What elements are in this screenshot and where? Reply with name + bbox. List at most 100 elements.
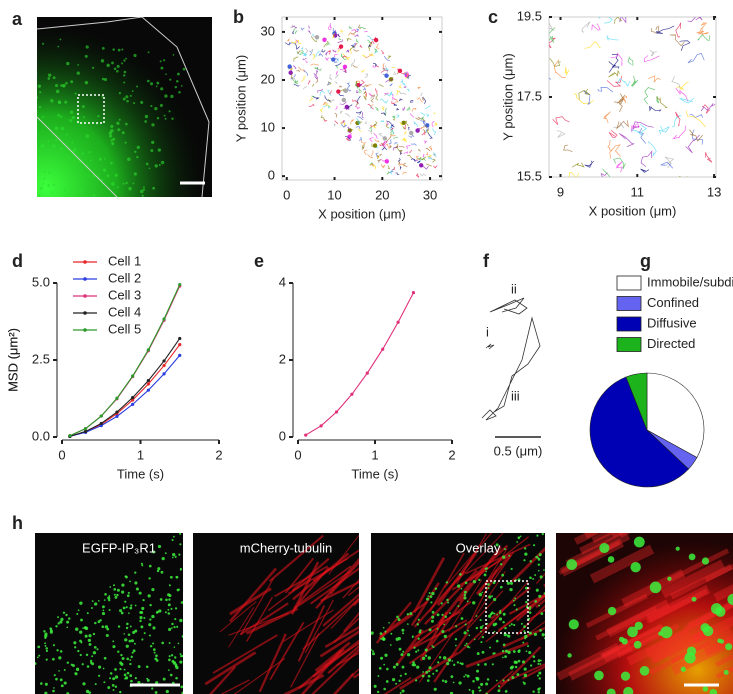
track xyxy=(376,65,380,68)
filament xyxy=(246,596,273,642)
track xyxy=(322,101,328,106)
track xyxy=(335,74,339,79)
puncta xyxy=(168,598,171,601)
y-tick-label: 0 xyxy=(279,428,286,443)
puncta xyxy=(90,607,93,609)
track xyxy=(340,29,344,33)
puncta xyxy=(105,634,109,638)
track xyxy=(426,151,429,156)
track xyxy=(314,66,318,70)
puncta xyxy=(106,627,110,631)
puncta xyxy=(507,650,511,654)
puncta xyxy=(476,677,480,681)
track xyxy=(434,122,438,126)
speckle xyxy=(134,150,137,154)
puncta xyxy=(177,642,180,645)
track xyxy=(367,130,373,135)
puncta xyxy=(537,563,541,566)
track xyxy=(419,173,427,177)
y-tick-label: 20 xyxy=(261,71,275,86)
track xyxy=(394,142,398,145)
puncta xyxy=(179,653,182,656)
puncta xyxy=(382,626,385,629)
puncta xyxy=(96,648,99,651)
puncta xyxy=(523,630,526,633)
track xyxy=(327,89,332,96)
speckle xyxy=(163,59,166,62)
track xyxy=(425,148,431,152)
filament xyxy=(310,567,359,605)
filament xyxy=(274,565,329,598)
puncta xyxy=(508,554,511,557)
puncta xyxy=(476,652,480,656)
puncta xyxy=(523,667,527,671)
speckle xyxy=(178,90,181,94)
speckle xyxy=(60,84,63,87)
track xyxy=(329,23,333,29)
speckle xyxy=(157,148,161,152)
filament xyxy=(383,676,412,694)
track xyxy=(323,41,329,48)
puncta xyxy=(45,649,49,652)
speckle xyxy=(82,116,85,119)
roi-box xyxy=(77,94,105,124)
puncta xyxy=(436,613,440,617)
filament xyxy=(245,607,299,635)
puncta xyxy=(441,613,444,617)
puncta xyxy=(538,553,542,557)
track xyxy=(371,94,376,97)
puncta xyxy=(91,600,94,603)
puncta xyxy=(686,646,697,656)
puncta xyxy=(97,620,101,624)
puncta xyxy=(424,654,428,658)
puncta xyxy=(533,632,538,636)
puncta xyxy=(485,570,488,573)
puncta xyxy=(60,617,64,621)
track xyxy=(301,49,304,55)
puncta xyxy=(59,620,63,624)
puncta xyxy=(445,581,449,584)
puncta xyxy=(498,685,501,688)
speckle xyxy=(158,164,161,167)
speckle xyxy=(142,188,145,191)
puncta xyxy=(468,688,471,691)
track xyxy=(350,119,355,125)
track xyxy=(319,90,325,96)
puncta xyxy=(104,593,107,596)
legend-swatch xyxy=(616,316,642,332)
track xyxy=(422,97,426,104)
track xyxy=(679,40,691,51)
track xyxy=(568,172,579,177)
track xyxy=(376,93,378,97)
puncta xyxy=(443,634,447,638)
track xyxy=(685,110,707,128)
speckle xyxy=(122,97,126,101)
track xyxy=(563,144,573,153)
track xyxy=(672,125,686,140)
track xyxy=(320,114,325,121)
puncta xyxy=(56,649,59,652)
image-title: Overlay xyxy=(456,540,501,555)
track xyxy=(398,157,401,163)
puncta xyxy=(468,634,471,637)
puncta xyxy=(623,686,634,694)
track xyxy=(385,78,394,83)
puncta xyxy=(44,642,47,645)
puncta xyxy=(152,550,156,554)
track xyxy=(610,52,623,66)
track xyxy=(384,93,388,96)
speckle xyxy=(50,98,54,103)
data-point xyxy=(146,388,150,392)
track xyxy=(370,105,372,109)
puncta xyxy=(82,682,86,686)
data-point xyxy=(115,414,119,418)
puncta xyxy=(371,631,374,635)
speckle xyxy=(159,103,163,107)
puncta xyxy=(488,595,492,599)
puncta xyxy=(134,604,137,607)
speckle xyxy=(129,94,132,97)
filament xyxy=(457,533,504,581)
puncta xyxy=(127,591,130,594)
puncta xyxy=(402,632,405,635)
